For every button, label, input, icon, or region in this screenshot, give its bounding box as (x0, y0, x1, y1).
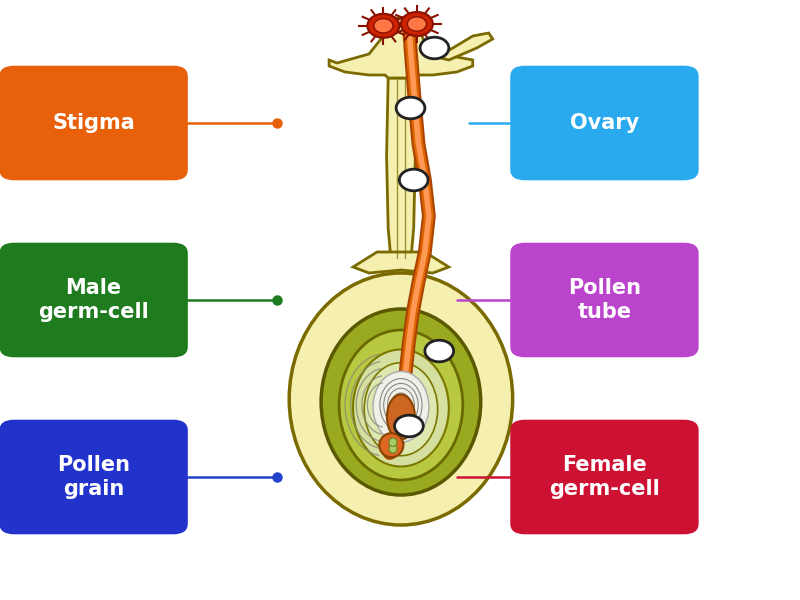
Text: Pollen
tube: Pollen tube (568, 278, 641, 322)
FancyBboxPatch shape (0, 243, 188, 357)
Circle shape (420, 37, 449, 59)
Polygon shape (386, 78, 415, 264)
Text: Male
germ-cell: Male germ-cell (38, 278, 149, 322)
FancyBboxPatch shape (510, 243, 698, 357)
Ellipse shape (379, 433, 403, 457)
Text: Pollen
grain: Pollen grain (57, 455, 130, 499)
Circle shape (401, 12, 433, 36)
Ellipse shape (339, 330, 462, 480)
Polygon shape (437, 33, 493, 60)
Circle shape (425, 340, 454, 362)
Circle shape (396, 97, 425, 119)
Ellipse shape (289, 273, 513, 525)
Ellipse shape (364, 362, 438, 456)
Circle shape (394, 415, 423, 437)
FancyBboxPatch shape (0, 65, 188, 180)
FancyBboxPatch shape (510, 65, 698, 180)
Circle shape (399, 169, 428, 191)
Ellipse shape (353, 349, 449, 467)
Ellipse shape (398, 425, 407, 436)
Circle shape (367, 14, 399, 38)
Ellipse shape (321, 309, 481, 495)
FancyBboxPatch shape (510, 420, 698, 534)
Ellipse shape (387, 395, 415, 439)
Ellipse shape (389, 445, 397, 453)
Text: Female
germ-cell: Female germ-cell (549, 455, 660, 499)
Ellipse shape (373, 371, 429, 442)
Circle shape (407, 17, 426, 31)
Text: Ovary: Ovary (570, 113, 639, 133)
Text: Stigma: Stigma (52, 113, 135, 133)
Ellipse shape (389, 438, 397, 446)
Polygon shape (353, 252, 449, 273)
Circle shape (374, 19, 393, 33)
Polygon shape (329, 18, 473, 78)
FancyBboxPatch shape (0, 420, 188, 534)
